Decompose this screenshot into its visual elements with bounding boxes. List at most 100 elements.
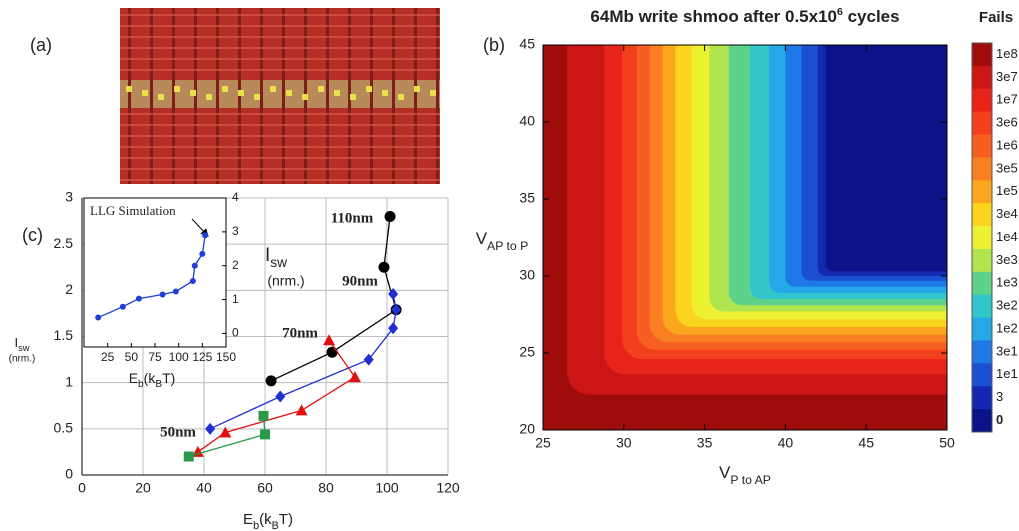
colorbar-cell	[972, 386, 992, 410]
colorbar-cell	[972, 43, 992, 67]
colorbar-cell	[972, 157, 992, 181]
y-tick-label: 0.5	[54, 420, 74, 436]
y-axis-label-part: sw	[18, 343, 30, 353]
x-tick-label: 50	[125, 350, 139, 364]
x-tick-label: 80	[318, 480, 334, 496]
data-point	[323, 334, 336, 346]
photo-row	[120, 14, 440, 16]
photo-pad	[398, 94, 404, 100]
data-point	[119, 303, 126, 310]
x-tick-label: 40	[196, 480, 212, 496]
data-point	[219, 426, 232, 438]
data-point	[378, 261, 390, 273]
photo-column	[282, 8, 285, 184]
colorbar-label: 3e3	[996, 252, 1018, 267]
colorbar-label: 3e4	[996, 206, 1018, 221]
data-point	[189, 277, 196, 284]
colorbar-cell	[972, 294, 992, 319]
inset-frame	[83, 197, 227, 348]
colorbar-cell	[972, 111, 992, 136]
x-axis-label-part: P to AP	[730, 473, 771, 487]
y-tick-label: 35	[519, 190, 535, 206]
colorbar-label: 0	[996, 412, 1003, 427]
y-tick-label: 3	[65, 189, 73, 205]
y-tick-label: 0	[65, 466, 73, 482]
colorbar-cell	[972, 203, 992, 227]
colorbar-cell	[972, 226, 992, 250]
data-point	[135, 295, 142, 302]
photo-column	[128, 8, 131, 184]
y-tick-label: 0	[232, 326, 239, 340]
contour-bands	[567, 45, 947, 395]
y-tick-label: 3	[232, 224, 239, 238]
x-axis-label-part: B	[272, 520, 279, 531]
y-axis-label-part: V	[476, 229, 488, 248]
x-axis-label-part: b	[138, 379, 144, 390]
photo-column	[370, 8, 373, 184]
photo-column	[436, 8, 439, 184]
colorbar-label: 3e7	[996, 69, 1018, 84]
x-axis-label-part: (k	[144, 370, 157, 386]
chart-title-part: cycles	[843, 7, 900, 26]
colorbar-label: 1e4	[996, 229, 1018, 244]
colorbar-label: 1e8	[996, 46, 1018, 61]
x-tick-label: 125	[192, 350, 212, 364]
colorbar-label: 3e2	[996, 298, 1018, 313]
panel-label: (c)	[22, 225, 43, 245]
x-axis-label-part: T)	[279, 511, 293, 528]
data-point	[265, 375, 277, 387]
x-axis-label-part: B	[155, 379, 162, 390]
colorbar-label: 3	[996, 389, 1003, 404]
y-axis-label-part: I	[14, 335, 18, 350]
y-axis-label-note: (nrm.)	[267, 273, 304, 289]
photo-column	[326, 8, 329, 184]
x-tick-label: 25	[101, 350, 115, 364]
series-label: 50nm	[160, 424, 196, 440]
photo-pad	[350, 94, 356, 100]
x-tick-label: 40	[778, 435, 794, 451]
colorbar-frame	[971, 42, 993, 433]
colorbar-label: 1e1	[996, 366, 1018, 381]
y-axis-label-part: sw	[270, 255, 287, 270]
y-tick-label: 1	[65, 373, 73, 389]
x-axis-label: Eb(kBT)	[129, 370, 176, 390]
colorbar-label: 3e5	[996, 160, 1018, 175]
y-tick-label: 45	[519, 36, 535, 52]
photo-pad	[174, 86, 180, 92]
data-point	[295, 404, 308, 416]
photo-pad	[414, 86, 420, 92]
data-point	[275, 390, 286, 403]
colorbar-label: 3e6	[996, 115, 1018, 130]
x-tick-label: 35	[697, 435, 713, 451]
y-axis-label: Isw	[265, 245, 287, 270]
data-point	[348, 371, 361, 383]
y-axis-label-part: I	[265, 245, 270, 266]
photo-pad	[430, 90, 436, 96]
photo-column	[392, 8, 395, 184]
chart-title-part: 64Mb write shmoo after 0.5x10	[590, 7, 837, 26]
colorbar-cell	[972, 409, 992, 433]
photo-pad	[270, 86, 276, 92]
x-tick-label: 150	[216, 350, 236, 364]
data-point	[391, 303, 402, 316]
data-point	[326, 346, 338, 358]
colorbar-cell	[972, 134, 992, 158]
x-tick-label: 100	[169, 350, 189, 364]
photo-pad	[222, 86, 228, 92]
y-tick-label: 25	[519, 344, 535, 360]
series-label: 90nm	[342, 273, 378, 289]
data-point	[205, 422, 216, 435]
colorbar-label: 1e7	[996, 92, 1018, 107]
photo-row	[120, 113, 440, 115]
y-tick-label: 2	[65, 281, 73, 297]
panel-label: (b)	[483, 35, 505, 55]
data-point	[260, 429, 270, 440]
y-tick-label: 20	[519, 421, 535, 437]
photo-column	[172, 8, 175, 184]
y-axis-label: VAP to P	[476, 229, 529, 253]
colorbar-label: 1e2	[996, 320, 1018, 335]
colorbar-label: 1e5	[996, 183, 1018, 198]
y-tick-label: 1.5	[54, 327, 74, 343]
chart-title-part: 6	[837, 6, 843, 18]
photo-pad	[382, 90, 388, 96]
